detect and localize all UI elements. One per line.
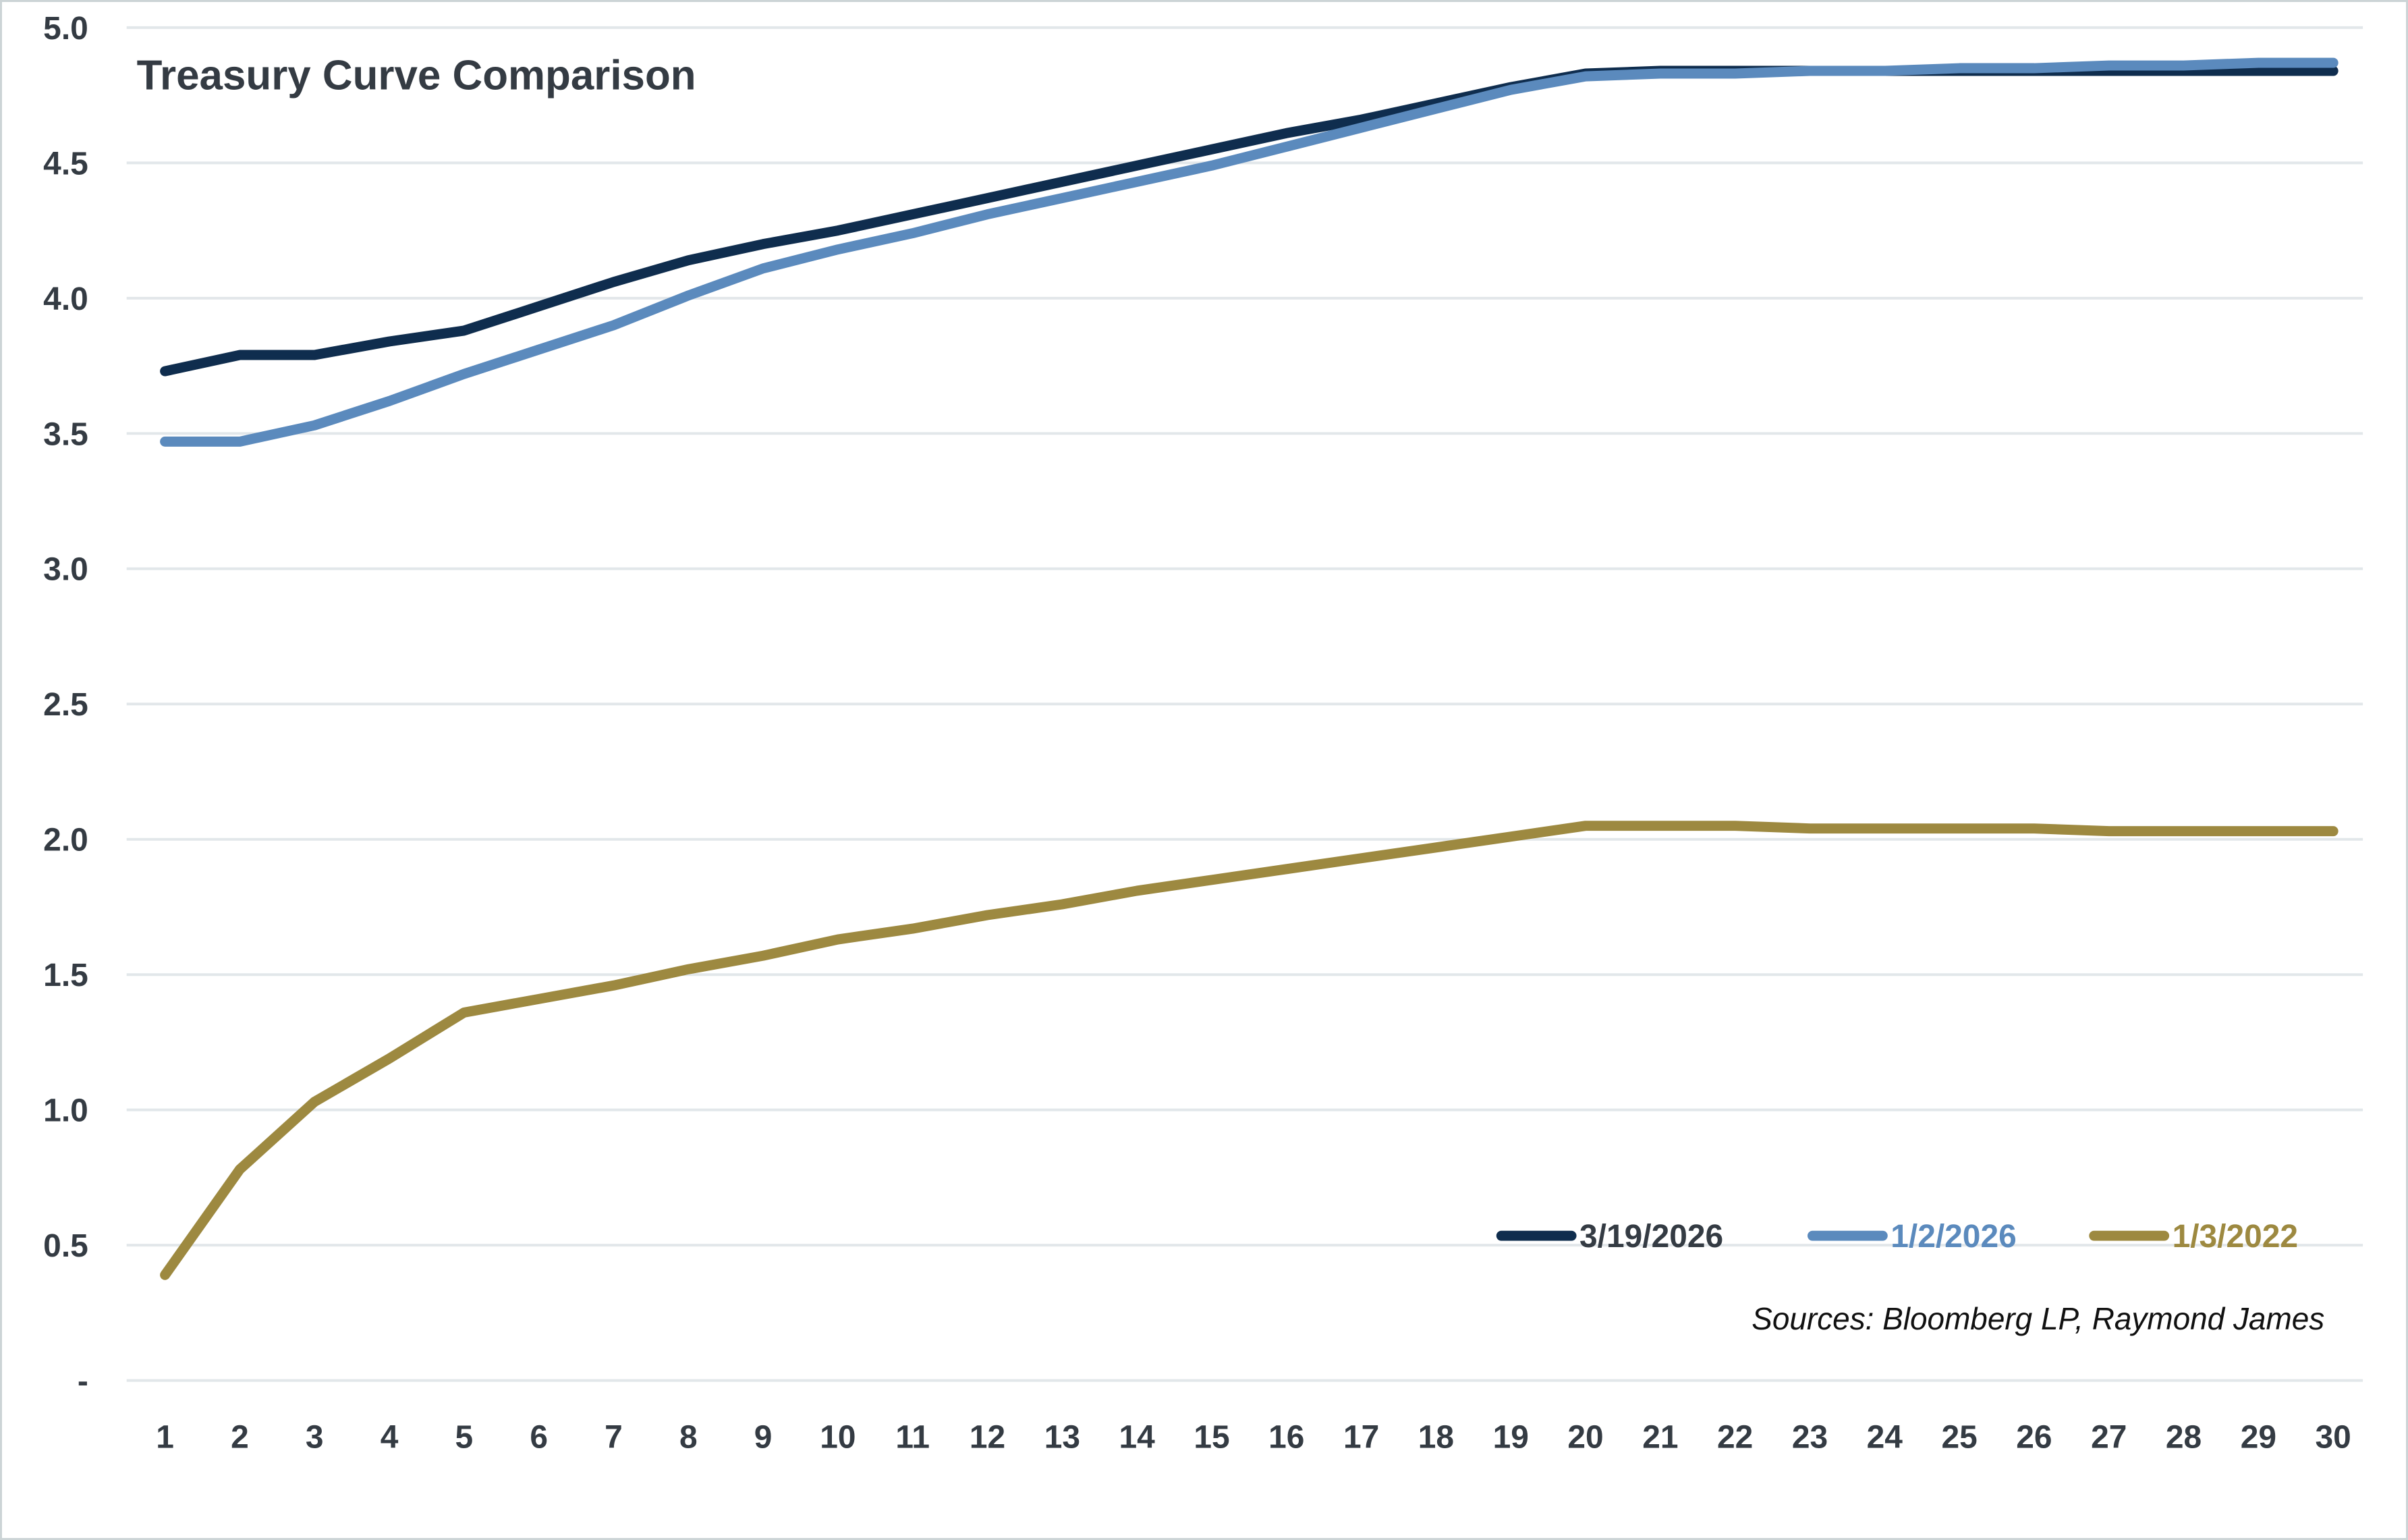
y-tick-label: 3.5: [43, 416, 88, 452]
x-tick-label: 10: [820, 1419, 856, 1455]
y-tick-label: 4.0: [43, 281, 88, 317]
y-axis-tick-labels: 5.0 4.5 4.0 3.5 3.0 2.5 2.0 1.5 1.0 0.5 -: [43, 11, 88, 1400]
x-tick-label: 6: [530, 1419, 548, 1455]
x-tick-label: 22: [1717, 1419, 1753, 1455]
chart-title: Treasury Curve Comparison: [137, 53, 696, 99]
x-tick-label: 8: [679, 1419, 698, 1455]
y-tick-label: 1.0: [43, 1093, 88, 1129]
y-tick-label: 0.5: [43, 1228, 88, 1264]
y-tick-label: 5.0: [43, 11, 88, 47]
x-tick-label: 30: [2316, 1419, 2351, 1455]
x-axis-tick-labels: 1 2 3 4 5 6 7 8 9 10 11 12 13 14 15 16 17 18 19 20 21 22 23 24 2…: [156, 1419, 2351, 1455]
y-tick-label: 2.0: [43, 823, 88, 858]
y-tick-label: -: [78, 1364, 88, 1400]
y-tick-label: 4.5: [43, 146, 88, 182]
x-tick-label: 5: [455, 1419, 474, 1455]
y-tick-label: 2.5: [43, 687, 88, 723]
legend: 3/19/2026 1/2/2026 1/3/2022: [1496, 1219, 2298, 1255]
x-tick-label: 12: [970, 1419, 1005, 1455]
x-tick-label: 7: [605, 1419, 623, 1455]
x-tick-label: 18: [1418, 1419, 1454, 1455]
x-tick-label: 26: [2016, 1419, 2052, 1455]
x-tick-label: 17: [1343, 1419, 1379, 1455]
x-tick-label: 19: [1493, 1419, 1529, 1455]
series-lines-group: [160, 57, 2339, 1280]
series-line-3-19-2026: [160, 65, 2339, 377]
series-line-1-3-2022: [160, 821, 2339, 1280]
y-tick-label: 1.5: [43, 958, 88, 993]
x-tick-label: 15: [1194, 1419, 1229, 1455]
x-tick-label: 4: [381, 1419, 399, 1455]
series-line-1-2-2026: [160, 57, 2339, 447]
x-tick-label: 21: [1642, 1419, 1678, 1455]
x-tick-label: 29: [2241, 1419, 2276, 1455]
x-tick-label: 24: [1867, 1419, 1903, 1455]
x-tick-label: 27: [2091, 1419, 2127, 1455]
x-tick-label: 3: [306, 1419, 324, 1455]
gridlines-group: [126, 26, 2363, 1382]
x-tick-label: 23: [1792, 1419, 1828, 1455]
legend-label-1-2-2026: 1/2/2026: [1891, 1219, 2016, 1255]
x-tick-label: 16: [1268, 1419, 1304, 1455]
x-tick-label: 20: [1567, 1419, 1603, 1455]
legend-label-1-3-2022: 1/3/2022: [2173, 1219, 2298, 1255]
y-tick-label: 3.0: [43, 552, 88, 588]
x-tick-label: 13: [1044, 1419, 1080, 1455]
x-tick-label: 2: [231, 1419, 249, 1455]
x-tick-label: 9: [754, 1419, 773, 1455]
x-tick-label: 28: [2166, 1419, 2202, 1455]
x-tick-label: 1: [156, 1419, 174, 1455]
x-tick-label: 14: [1119, 1419, 1156, 1455]
x-tick-label: 11: [895, 1419, 930, 1455]
x-tick-label: 25: [1941, 1419, 1977, 1455]
legend-label-3-19-2026: 3/19/2026: [1579, 1219, 1723, 1255]
sources-note: Sources: Bloomberg LP, Raymond James: [1752, 1301, 2324, 1336]
